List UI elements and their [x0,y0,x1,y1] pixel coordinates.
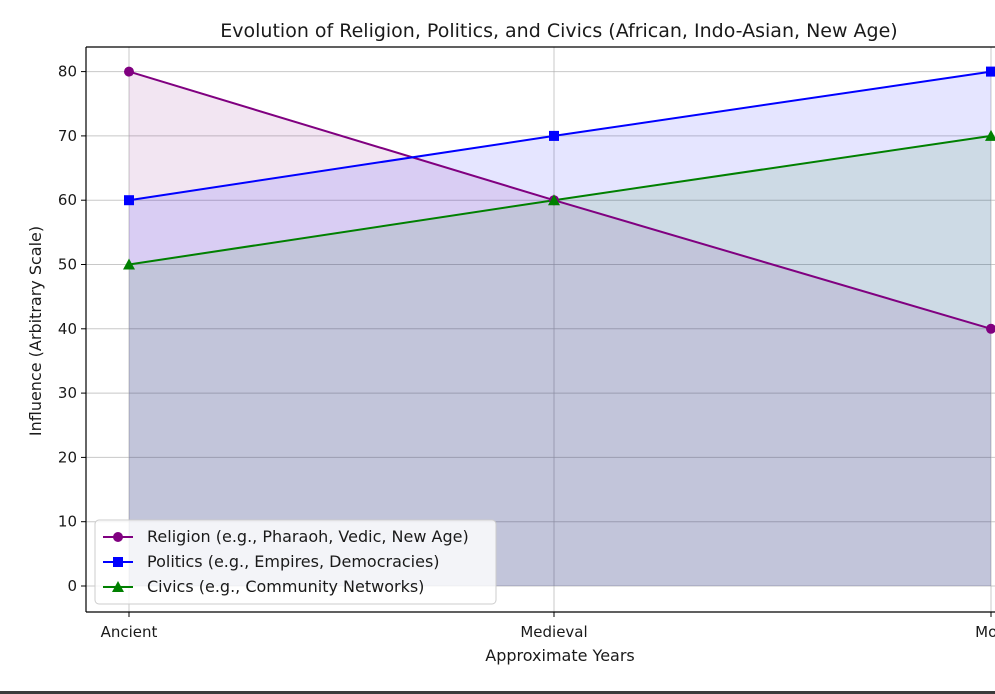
x-tick-label: Ancient [101,623,158,641]
area-fill [129,71,991,587]
x-tick-label: Mod [975,623,995,641]
plot-area [86,47,995,612]
y-tick-label: 80 [58,63,77,81]
data-point [124,66,134,77]
legend-box [94,519,497,605]
legend-label: Religion (e.g., Pharaoh, Vedic, New Age) [147,527,469,546]
series-markers [123,66,995,334]
y-tick-label: 40 [58,320,77,338]
data-point [549,130,559,141]
x-axis-ticks: Ancient Medieval Mod [101,612,995,641]
y-tick-label: 70 [58,127,77,145]
data-point [548,194,560,206]
data-point [986,323,995,334]
x-axis-label: Approximate Years [485,646,635,665]
legend: Religion (e.g., Pharaoh, Vedic, New Age)… [94,519,497,605]
area-fills [129,71,991,587]
y-tick-label: 60 [58,191,77,209]
y-axis-ticks: 0 10 20 30 40 50 60 70 80 [58,63,86,595]
y-tick-label: 10 [58,513,77,531]
y-tick-label: 30 [58,384,77,402]
data-point [112,581,124,592]
y-axis-label: Influence (Arbitrary Scale) [26,226,45,436]
data-point [985,129,995,141]
legend-label: Civics (e.g., Community Networks) [147,577,424,596]
legend-label: Politics (e.g., Empires, Democracies) [147,552,440,571]
chart-title: Evolution of Religion, Politics, and Civ… [220,20,897,42]
data-point [986,66,995,77]
data-point [113,532,123,542]
y-tick-label: 20 [58,448,77,466]
axes [85,46,995,613]
data-point [123,258,135,270]
y-tick-label: 0 [67,577,77,595]
x-tick-label: Medieval [520,623,587,641]
area-fill [129,71,991,587]
data-point [124,195,134,206]
grid [86,47,995,612]
data-point [113,557,123,567]
bottom-rule [0,691,995,694]
y-tick-label: 50 [58,256,77,274]
area-fill [129,135,991,586]
